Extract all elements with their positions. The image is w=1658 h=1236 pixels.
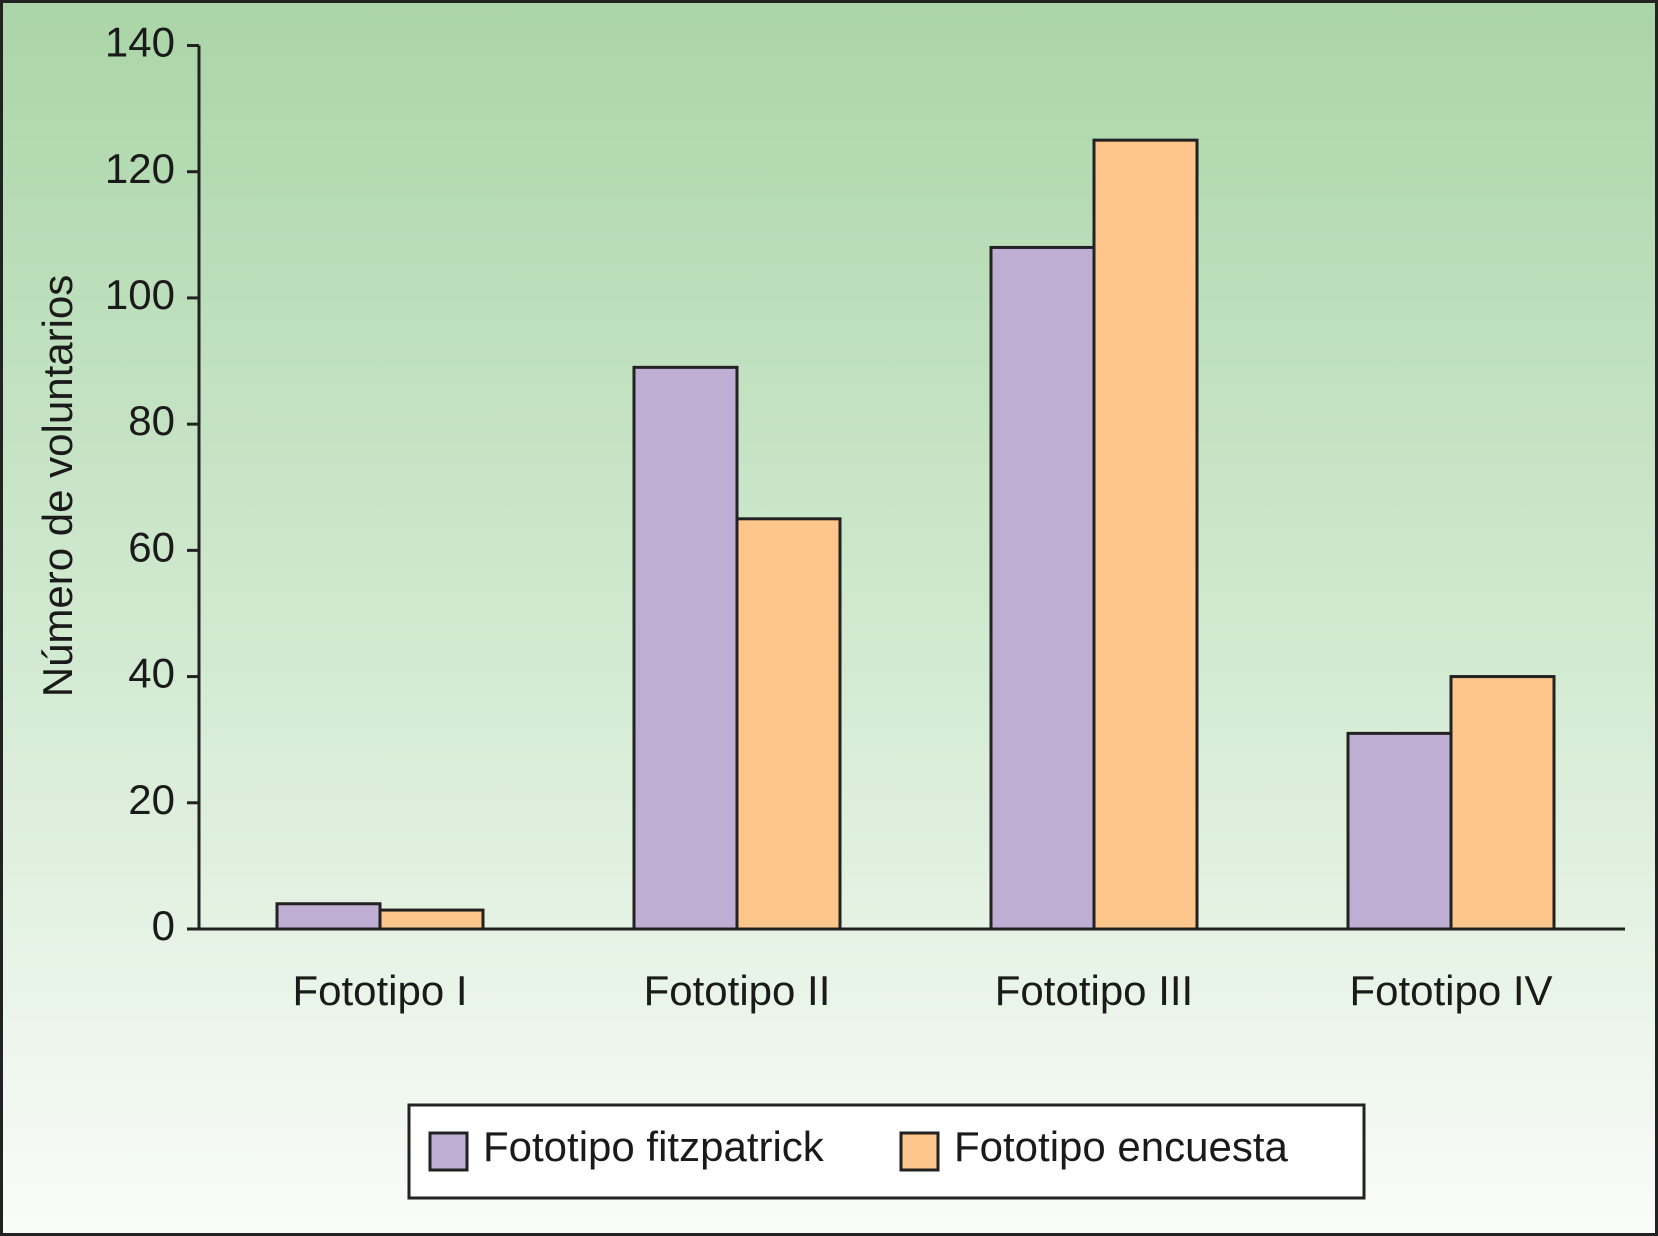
bar xyxy=(735,517,842,931)
y-tick-label: 140 xyxy=(105,19,175,66)
y-tick-label: 80 xyxy=(128,397,175,444)
bar xyxy=(1449,675,1556,931)
y-axis-label: Número de voluntarios xyxy=(34,275,81,698)
y-tick-label: 120 xyxy=(105,145,175,192)
x-tick-label: Fototipo III xyxy=(995,967,1193,1014)
y-tick-label: 20 xyxy=(128,776,175,823)
bar xyxy=(275,902,382,931)
y-tick-label: 100 xyxy=(105,271,175,318)
y-tick-label: 60 xyxy=(128,523,175,570)
legend xyxy=(407,1103,1366,1200)
bar xyxy=(378,908,485,931)
x-tick-label: Fototipo II xyxy=(644,967,831,1014)
bar xyxy=(1092,138,1199,931)
bar xyxy=(989,245,1096,931)
bar xyxy=(1346,731,1453,931)
legend-swatch xyxy=(899,1131,940,1172)
legend-swatch xyxy=(428,1131,469,1172)
legend-label: Fototipo encuesta xyxy=(954,1123,1289,1170)
y-tick-label: 40 xyxy=(128,650,175,697)
y-tick-label: 0 xyxy=(152,902,175,949)
x-tick-label: Fototipo IV xyxy=(1349,967,1552,1014)
x-tick-label: Fototipo I xyxy=(292,967,467,1014)
legend-label: Fototipo fitzpatrick xyxy=(483,1123,825,1170)
bar xyxy=(632,365,739,931)
